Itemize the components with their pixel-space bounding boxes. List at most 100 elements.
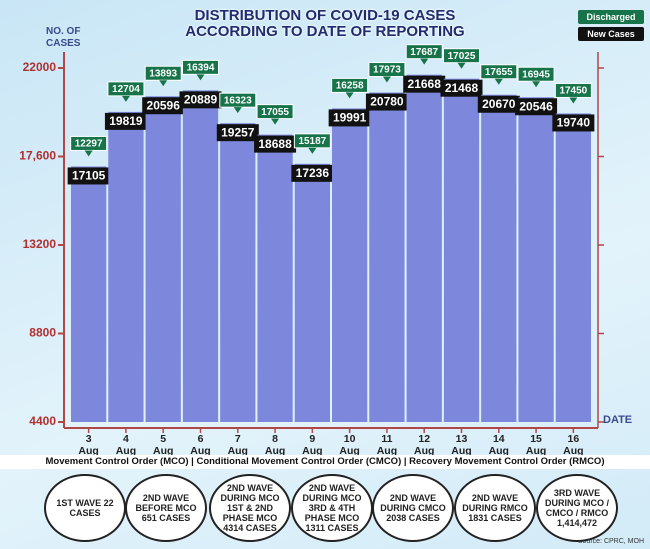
discharged-label: 17687 [410, 47, 438, 58]
discharged-label: 17450 [559, 86, 587, 97]
y-tick-label: 13200 [23, 237, 57, 251]
y-tick-label: 8800 [29, 326, 56, 340]
new-cases-label: 19740 [557, 116, 591, 130]
discharged-pointer [233, 107, 242, 114]
x-tick-label: 10 [344, 433, 356, 445]
new-cases-label-box [67, 167, 110, 185]
new-cases-label: 19991 [333, 111, 367, 125]
x-tick-label: 7 [235, 433, 241, 445]
x-tick-label: 9 [309, 433, 315, 445]
x-tick-label: 16 [568, 433, 580, 445]
discharged-label: 16394 [187, 62, 215, 73]
y-tick-label: 4400 [29, 414, 56, 428]
discharged-label: 17055 [261, 107, 289, 118]
x-tick-month: Aug [339, 445, 359, 457]
new-cases-label-box [552, 114, 595, 132]
discharged-pointer [382, 76, 391, 83]
discharged-pointer [121, 95, 130, 102]
bar [369, 92, 405, 422]
legend-swatch [578, 27, 644, 41]
new-cases-label-box [179, 91, 222, 109]
chart-title: DISTRIBUTION OF COVID-19 CASES ACCORDING… [185, 7, 465, 40]
discharged-label: 16258 [336, 81, 364, 92]
discharged-pointer [569, 97, 578, 104]
x-tick-label: 15 [530, 433, 542, 445]
x-tick-month: Aug [377, 445, 397, 457]
new-cases-label-box [216, 124, 259, 142]
x-axis-label: DATE [603, 414, 633, 426]
new-cases-label: 21668 [408, 77, 442, 91]
new-cases-label-box [104, 112, 147, 130]
new-cases-label: 20670 [482, 97, 516, 111]
discharged-label: 15187 [298, 136, 326, 147]
source: Source: CPRC, MOH [577, 538, 644, 545]
discharged-pointer [345, 92, 354, 99]
x-tick-month: Aug [489, 445, 509, 457]
new-cases-label-box [403, 75, 446, 93]
new-cases-label: 19257 [221, 125, 255, 139]
x-tick-month: Aug [190, 445, 210, 457]
bar [182, 90, 219, 422]
new-cases-label: 21468 [445, 81, 479, 95]
discharged-label: 12704 [112, 84, 140, 95]
new-cases-label: 20780 [370, 95, 404, 109]
wave-circle: 2ND WAVE DURING CMCO 2038 CASES [372, 474, 454, 542]
bar [332, 108, 368, 422]
bar [71, 166, 107, 422]
y-tick-label: 17,600 [19, 149, 56, 163]
discharged-pointer [84, 150, 93, 157]
legend-label: Discharged [586, 12, 635, 22]
new-cases-label: 18688 [258, 137, 292, 151]
x-tick-month: Aug [228, 445, 248, 457]
x-tick-label: 11 [381, 433, 392, 445]
x-tick-label: 4 [123, 433, 129, 445]
discharged-pointer [494, 78, 503, 85]
discharged-pointer [308, 147, 317, 154]
new-cases-label-box [477, 95, 520, 113]
new-cases-label-box [291, 164, 334, 182]
discharged-pointer [271, 118, 280, 125]
new-cases-label-box [142, 97, 185, 115]
x-tick-month: Aug [153, 445, 173, 457]
discharged-label: 16945 [522, 69, 550, 80]
bar [294, 163, 330, 423]
x-tick-month: Aug [563, 445, 583, 457]
new-cases-label: 17105 [72, 169, 106, 183]
x-tick-label: 12 [418, 433, 430, 445]
discharged-pointer [532, 81, 541, 88]
bar [220, 123, 256, 423]
discharged-pointer [159, 80, 168, 87]
bar [108, 111, 144, 422]
discharged-pointer [457, 62, 466, 69]
y-axis-label: NO. OF CASES [46, 26, 81, 49]
bar [406, 74, 442, 422]
legend-label: New Cases [587, 29, 635, 39]
x-tick-label: 13 [456, 433, 468, 445]
x-tick-label: 14 [493, 433, 505, 445]
new-cases-label-box [515, 98, 558, 116]
legend-swatch [578, 10, 644, 24]
new-cases-label: 20596 [147, 98, 181, 112]
bar [145, 96, 181, 422]
new-cases-label-box [328, 109, 371, 127]
wave-circle: 2ND WAVE BEFORE MCO 651 CASES [125, 474, 207, 542]
x-tick-month: Aug [414, 445, 434, 457]
wave-circle: 1ST WAVE 22 CASES [44, 474, 126, 542]
subtitle: Movement Control Order (MCO) | Condition… [0, 455, 650, 469]
x-tick-label: 3 [86, 433, 92, 445]
x-tick-label: 6 [198, 433, 204, 445]
bar [555, 113, 591, 422]
new-cases-label-box [440, 79, 483, 97]
new-cases-label: 17236 [296, 166, 330, 180]
bar [443, 78, 480, 423]
wave-circle: 2ND WAVE DURING RMCO 1831 CASES [454, 474, 536, 542]
x-tick-month: Aug [451, 445, 471, 457]
bar [257, 134, 293, 422]
discharged-pointer [196, 74, 205, 81]
new-cases-label: 20889 [184, 93, 218, 107]
discharged-label: 17655 [485, 67, 513, 78]
new-cases-label-box [365, 93, 408, 111]
x-tick-month: Aug [116, 445, 136, 457]
